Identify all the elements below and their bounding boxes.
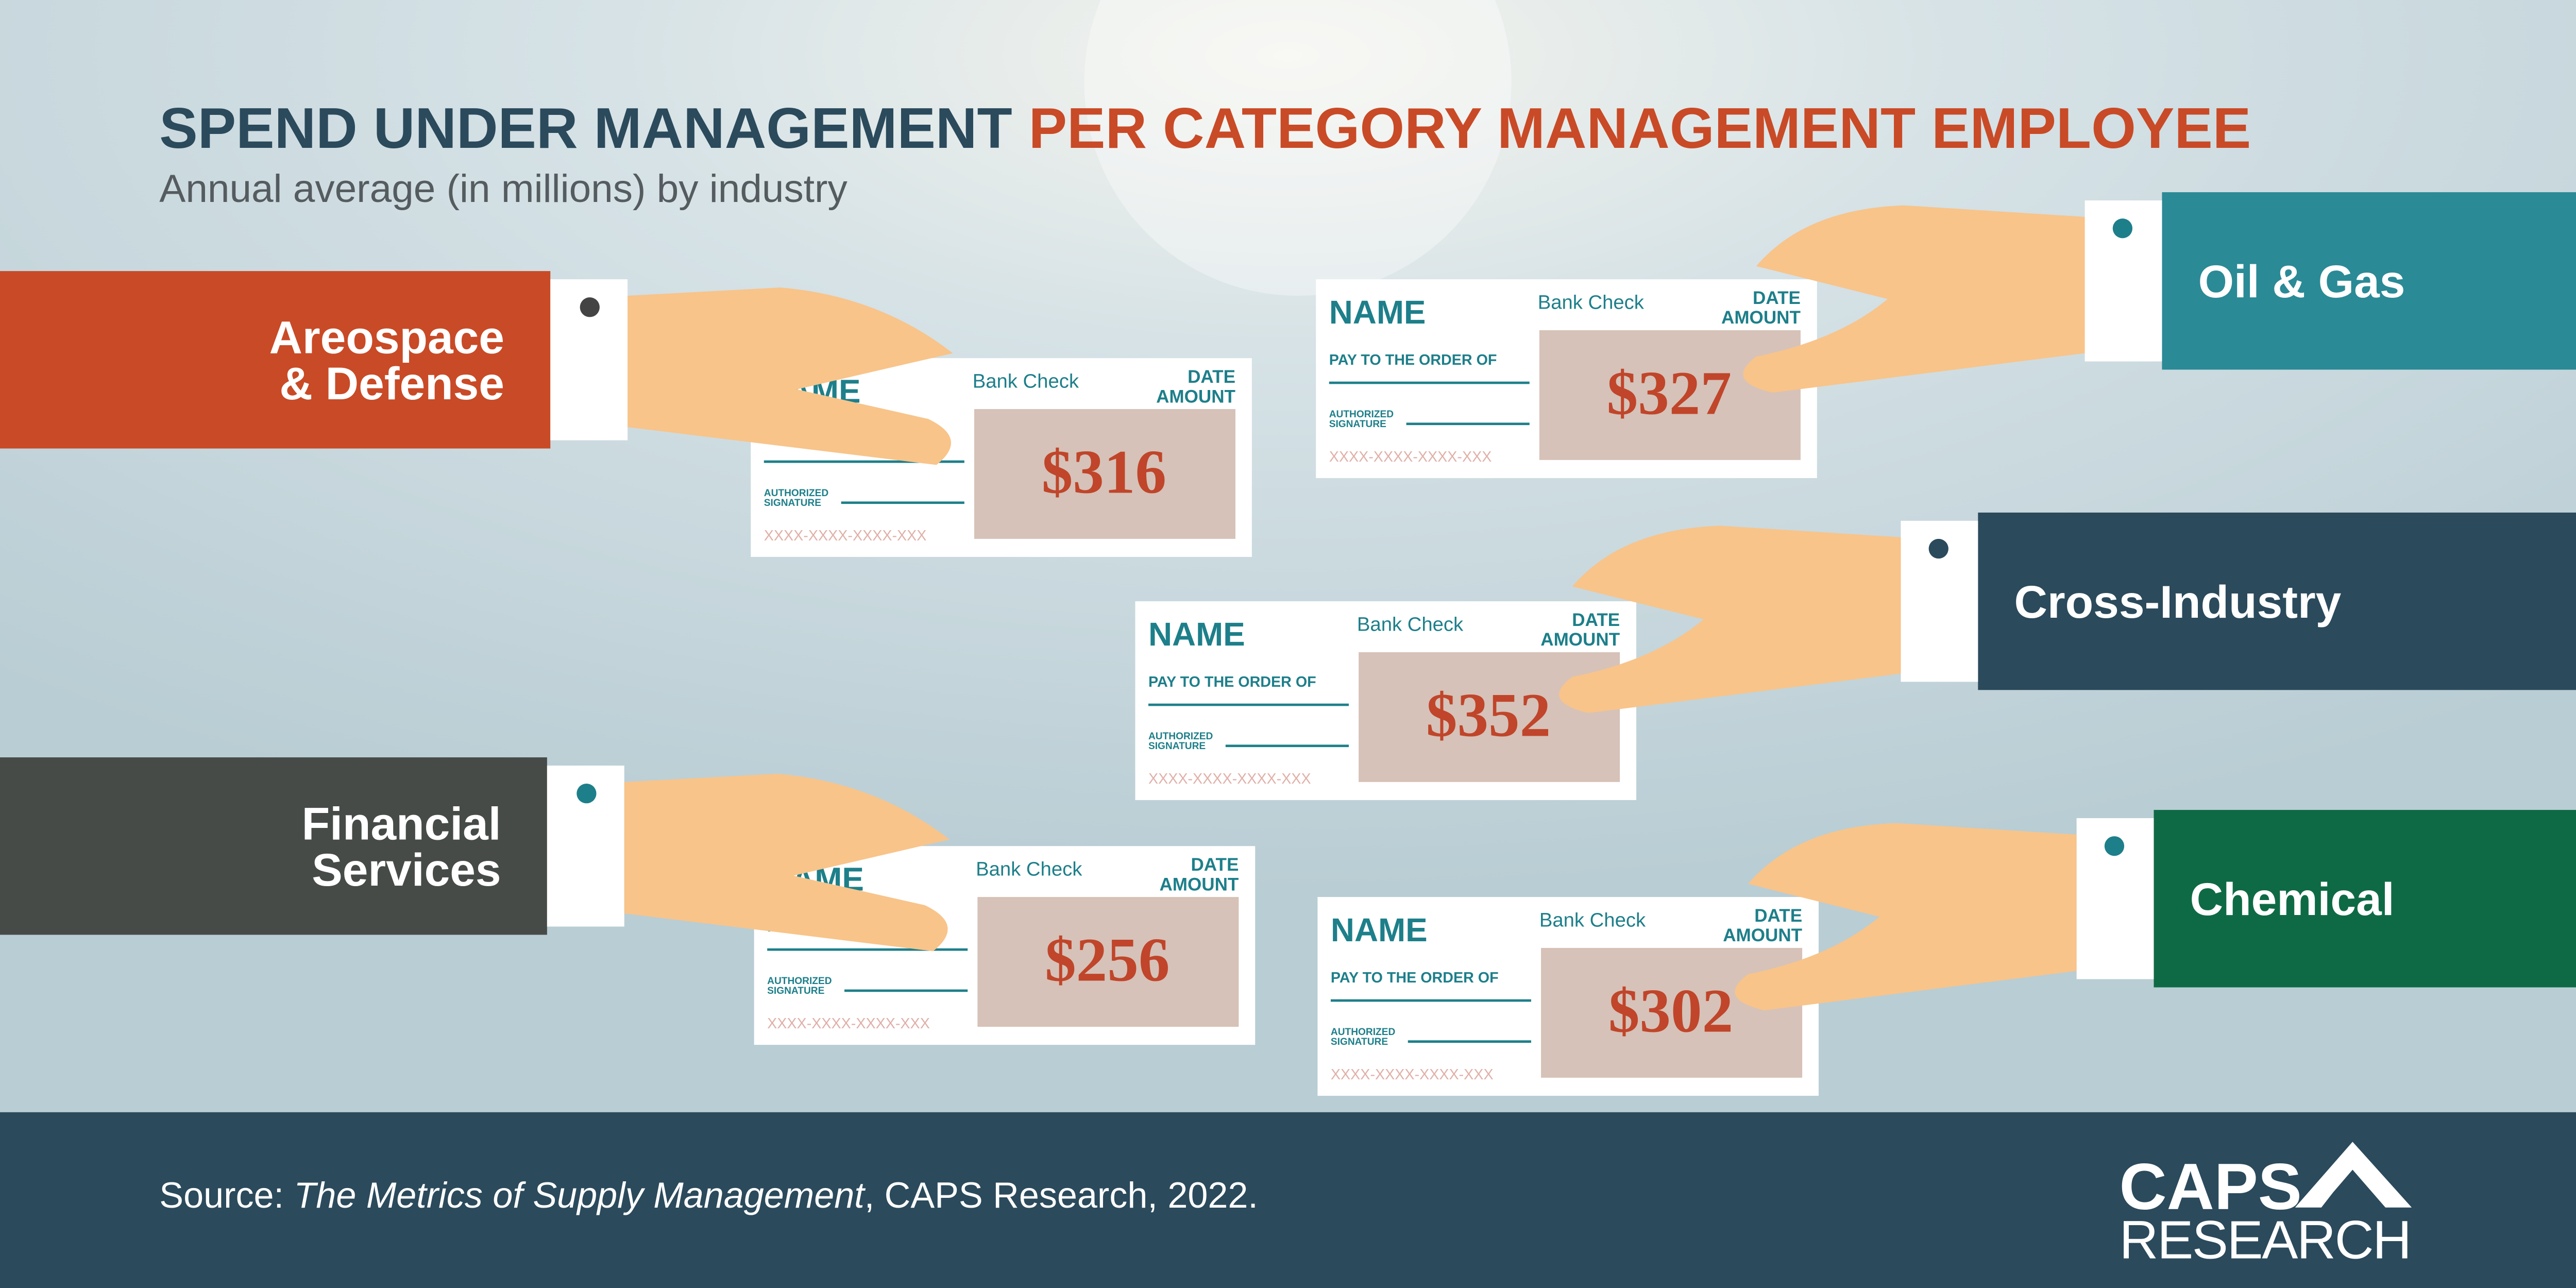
hand <box>1743 205 2085 393</box>
logo-text: CAPS <box>2120 1150 2302 1224</box>
check-signature: SIGNATURE <box>764 498 821 509</box>
check-date: DATE <box>1191 855 1239 875</box>
source-part: , CAPS Research, 2022. <box>865 1175 1258 1215</box>
amount-box <box>1359 652 1620 782</box>
sleeve <box>1978 512 2576 690</box>
check-pay: PAY TO THE ORDER OF <box>1329 352 1497 368</box>
title-part: PER CATEGORY MANAGEMENT EMPLOYEE <box>1029 96 2251 160</box>
check-date: DATE <box>1753 288 1801 308</box>
industry-label: Areospace <box>269 312 504 363</box>
check-number: XXXX-XXXX-XXXX-XXX <box>1329 449 1492 465</box>
check-number: XXXX-XXXX-XXXX-XXX <box>1148 771 1311 787</box>
check-authorized: AUTHORIZED <box>1329 409 1394 420</box>
amount: $352 <box>1426 681 1551 750</box>
check-bank: Bank Check <box>973 370 1079 393</box>
check-authorized: AUTHORIZED <box>764 488 829 499</box>
check-amount-label: AMOUNT <box>1723 925 1802 945</box>
source: Source: The Metrics of Supply Management… <box>159 1175 1258 1215</box>
amount: $316 <box>1042 438 1166 507</box>
cuff-button <box>580 297 600 317</box>
amount-box <box>977 897 1239 1027</box>
check-date: DATE <box>1188 367 1235 387</box>
check-bank: Bank Check <box>1538 291 1645 313</box>
amount-box <box>974 409 1235 539</box>
check-name: NAME <box>1331 911 1428 948</box>
industry-label: Oil & Gas <box>2198 256 2405 307</box>
hand <box>1559 526 1901 713</box>
check-bank: Bank Check <box>976 858 1082 880</box>
sleeve <box>2162 192 2576 370</box>
footer <box>0 1112 2576 1288</box>
hand <box>628 287 953 465</box>
title: SPEND UNDER MANAGEMENT PER CATEGORY MANAG… <box>159 96 2251 160</box>
check-authorized: AUTHORIZED <box>1331 1027 1396 1038</box>
amount: $327 <box>1607 359 1732 428</box>
check-number: XXXX-XXXX-XXXX-XXX <box>764 528 927 544</box>
title-part: SPEND UNDER MANAGEMENT <box>159 96 1012 160</box>
source-part: The Metrics of Supply Management <box>294 1175 866 1215</box>
amount-box <box>1541 947 1803 1078</box>
amount: $256 <box>1045 926 1170 995</box>
sun-glow <box>1084 0 1512 296</box>
check-authorized: AUTHORIZED <box>767 976 832 987</box>
sleeve <box>2154 810 2576 988</box>
check-amount-label: AMOUNT <box>1721 308 1801 328</box>
cuff-button <box>1928 538 1948 559</box>
amount: $302 <box>1608 977 1733 1046</box>
check-signature: SIGNATURE <box>1148 741 1206 752</box>
logo-text: RESEARCH <box>2120 1210 2412 1270</box>
hand <box>624 773 950 952</box>
industry-label: Cross-Industry <box>2014 576 2341 628</box>
industry-label: Chemical <box>2190 873 2395 925</box>
check-name: NAME <box>1329 294 1426 331</box>
check-signature: SIGNATURE <box>1331 1037 1388 1047</box>
hand <box>1735 823 2077 1011</box>
check-bank: Bank Check <box>1539 909 1646 931</box>
sleeve <box>0 757 547 935</box>
check-date: DATE <box>1754 906 1802 926</box>
check-authorized: AUTHORIZED <box>1148 731 1213 742</box>
check-pay: PAY TO THE ORDER OF <box>1148 674 1316 690</box>
amount-box <box>1539 330 1801 460</box>
check-name: NAME <box>1148 616 1245 653</box>
check-amount-label: AMOUNT <box>1540 630 1620 650</box>
industry-label: Services <box>312 844 501 895</box>
check-amount-label: AMOUNT <box>1159 874 1239 894</box>
check-number: XXXX-XXXX-XXXX-XXX <box>767 1015 930 1032</box>
check-signature: SIGNATURE <box>767 986 824 996</box>
check-amount-label: AMOUNT <box>1156 386 1235 406</box>
industry-label: & Defense <box>279 358 504 409</box>
check-date: DATE <box>1572 610 1620 630</box>
industry-label: Financial <box>302 798 501 849</box>
check-bank: Bank Check <box>1357 613 1464 635</box>
check-number: XXXX-XXXX-XXXX-XXX <box>1331 1066 1494 1083</box>
check-signature: SIGNATURE <box>1329 419 1386 430</box>
cuff-button <box>2104 836 2125 856</box>
cuff-button <box>577 784 597 804</box>
subtitle: Annual average (in millions) by industry <box>159 167 848 211</box>
logo-mountain <box>2295 1142 2412 1208</box>
source-part: Source: <box>159 1175 294 1215</box>
check-pay: PAY TO THE ORDER OF <box>1331 970 1499 986</box>
sleeve <box>0 271 551 449</box>
cuff-button <box>2112 218 2133 239</box>
